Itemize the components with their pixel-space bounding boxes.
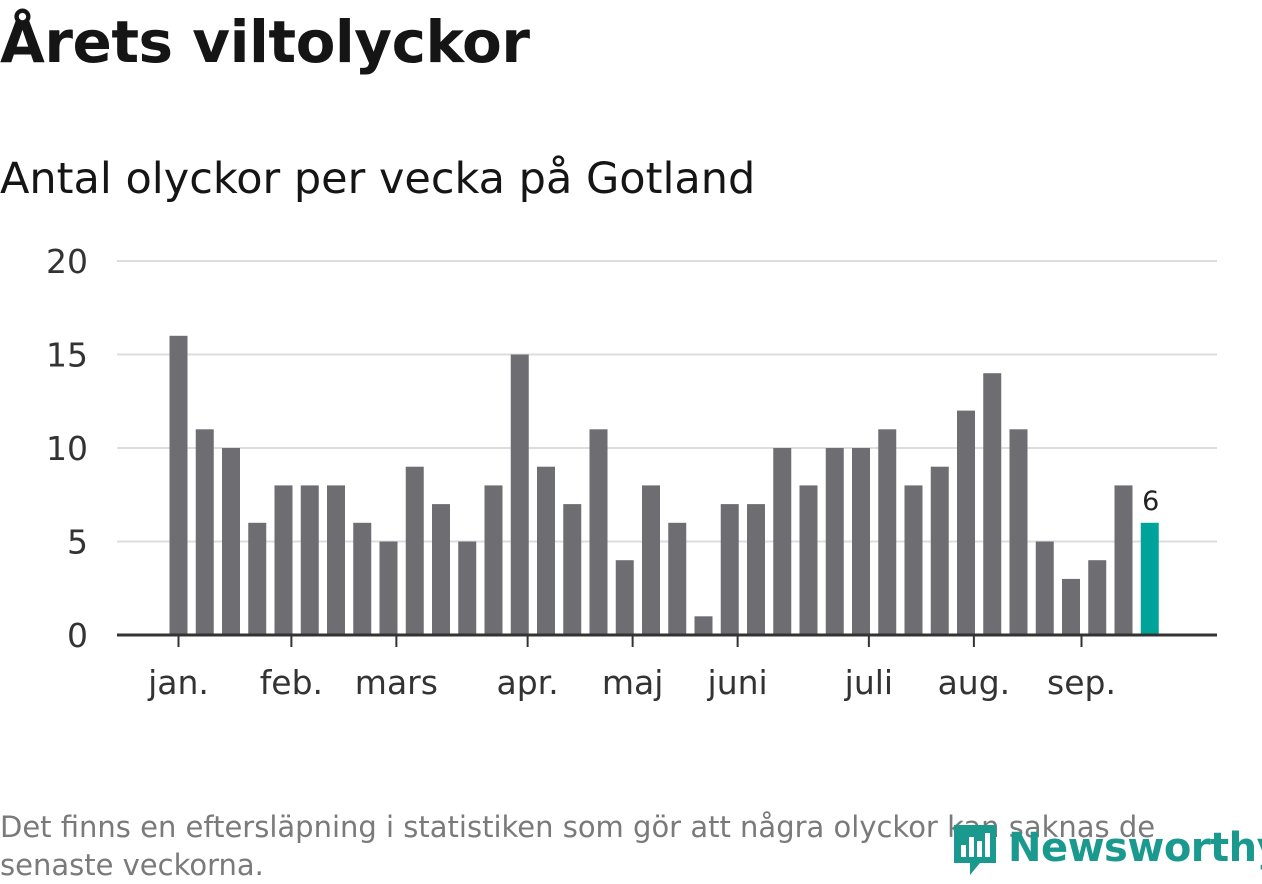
x-tick-label: apr.: [497, 663, 559, 702]
bar: [537, 466, 555, 635]
bar: [248, 522, 267, 635]
bar: [169, 335, 188, 635]
bar: [957, 410, 975, 635]
bar: [379, 541, 398, 635]
x-tick-label: sep.: [1047, 663, 1116, 702]
bar: [904, 485, 923, 635]
x-tick-label: juli: [844, 663, 893, 702]
bar: [983, 373, 1002, 635]
bar: [458, 541, 477, 635]
bar: [1009, 429, 1028, 635]
bars: [169, 335, 1159, 635]
bar: [799, 485, 818, 635]
bar: [694, 616, 713, 635]
bar: [930, 466, 949, 635]
bar: [773, 448, 792, 635]
bar: [615, 560, 634, 635]
bar-highlight: [1140, 522, 1159, 635]
bar: [510, 354, 529, 635]
logo-text: Newsworthy: [1008, 825, 1262, 871]
chart-title: Årets viltolyckor: [0, 8, 530, 76]
bar: [720, 504, 739, 635]
x-tick-label: feb.: [260, 663, 323, 702]
bar: [668, 522, 687, 635]
bar: [484, 485, 503, 635]
y-tick-label: 0: [67, 616, 88, 655]
bar: [274, 485, 293, 635]
bar: [1035, 541, 1054, 635]
x-axis-ticks: jan. feb. mars apr. maj juni juli aug. sep.: [147, 635, 1116, 702]
bar: [1062, 578, 1080, 635]
grid-lines: [117, 260, 1217, 543]
x-tick-label: aug.: [938, 663, 1011, 702]
bar: [825, 448, 844, 635]
y-axis-ticks: 0 5 10 15 20: [46, 242, 88, 655]
x-tick-label: maj: [602, 663, 664, 702]
bar: [747, 504, 765, 635]
bar: [353, 522, 372, 635]
bar: [327, 485, 345, 635]
x-tick-label: mars: [355, 663, 438, 702]
y-tick-label: 5: [67, 523, 88, 562]
chart-logo-icon: [954, 825, 996, 875]
bar: [432, 504, 450, 635]
y-tick-label: 10: [46, 429, 88, 468]
bar: [300, 485, 319, 635]
bar: [878, 429, 897, 635]
bar: [222, 448, 240, 635]
x-tick-label: juni: [707, 663, 768, 702]
bar: [195, 429, 214, 635]
bar-chart: 0 5 10 15 20 jan. feb. mars apr. maj juni juli aug.…: [46, 242, 1217, 702]
y-tick-label: 15: [46, 336, 88, 375]
y-tick-label: 20: [46, 242, 88, 281]
bar: [852, 448, 870, 635]
chart-subtitle: Antal olyckor per vecka på Gotland: [0, 154, 756, 204]
highlight-value-label: 6: [1142, 486, 1159, 517]
bar: [642, 485, 660, 635]
newsworthy-logo: Newsworthy: [950, 818, 1262, 878]
bar: [1088, 560, 1107, 635]
bar: [563, 504, 582, 635]
x-tick-label: jan.: [147, 663, 209, 702]
data-labels: 6: [1142, 486, 1159, 517]
bar: [589, 429, 608, 635]
bar: [405, 466, 424, 635]
bar: [1114, 485, 1133, 635]
